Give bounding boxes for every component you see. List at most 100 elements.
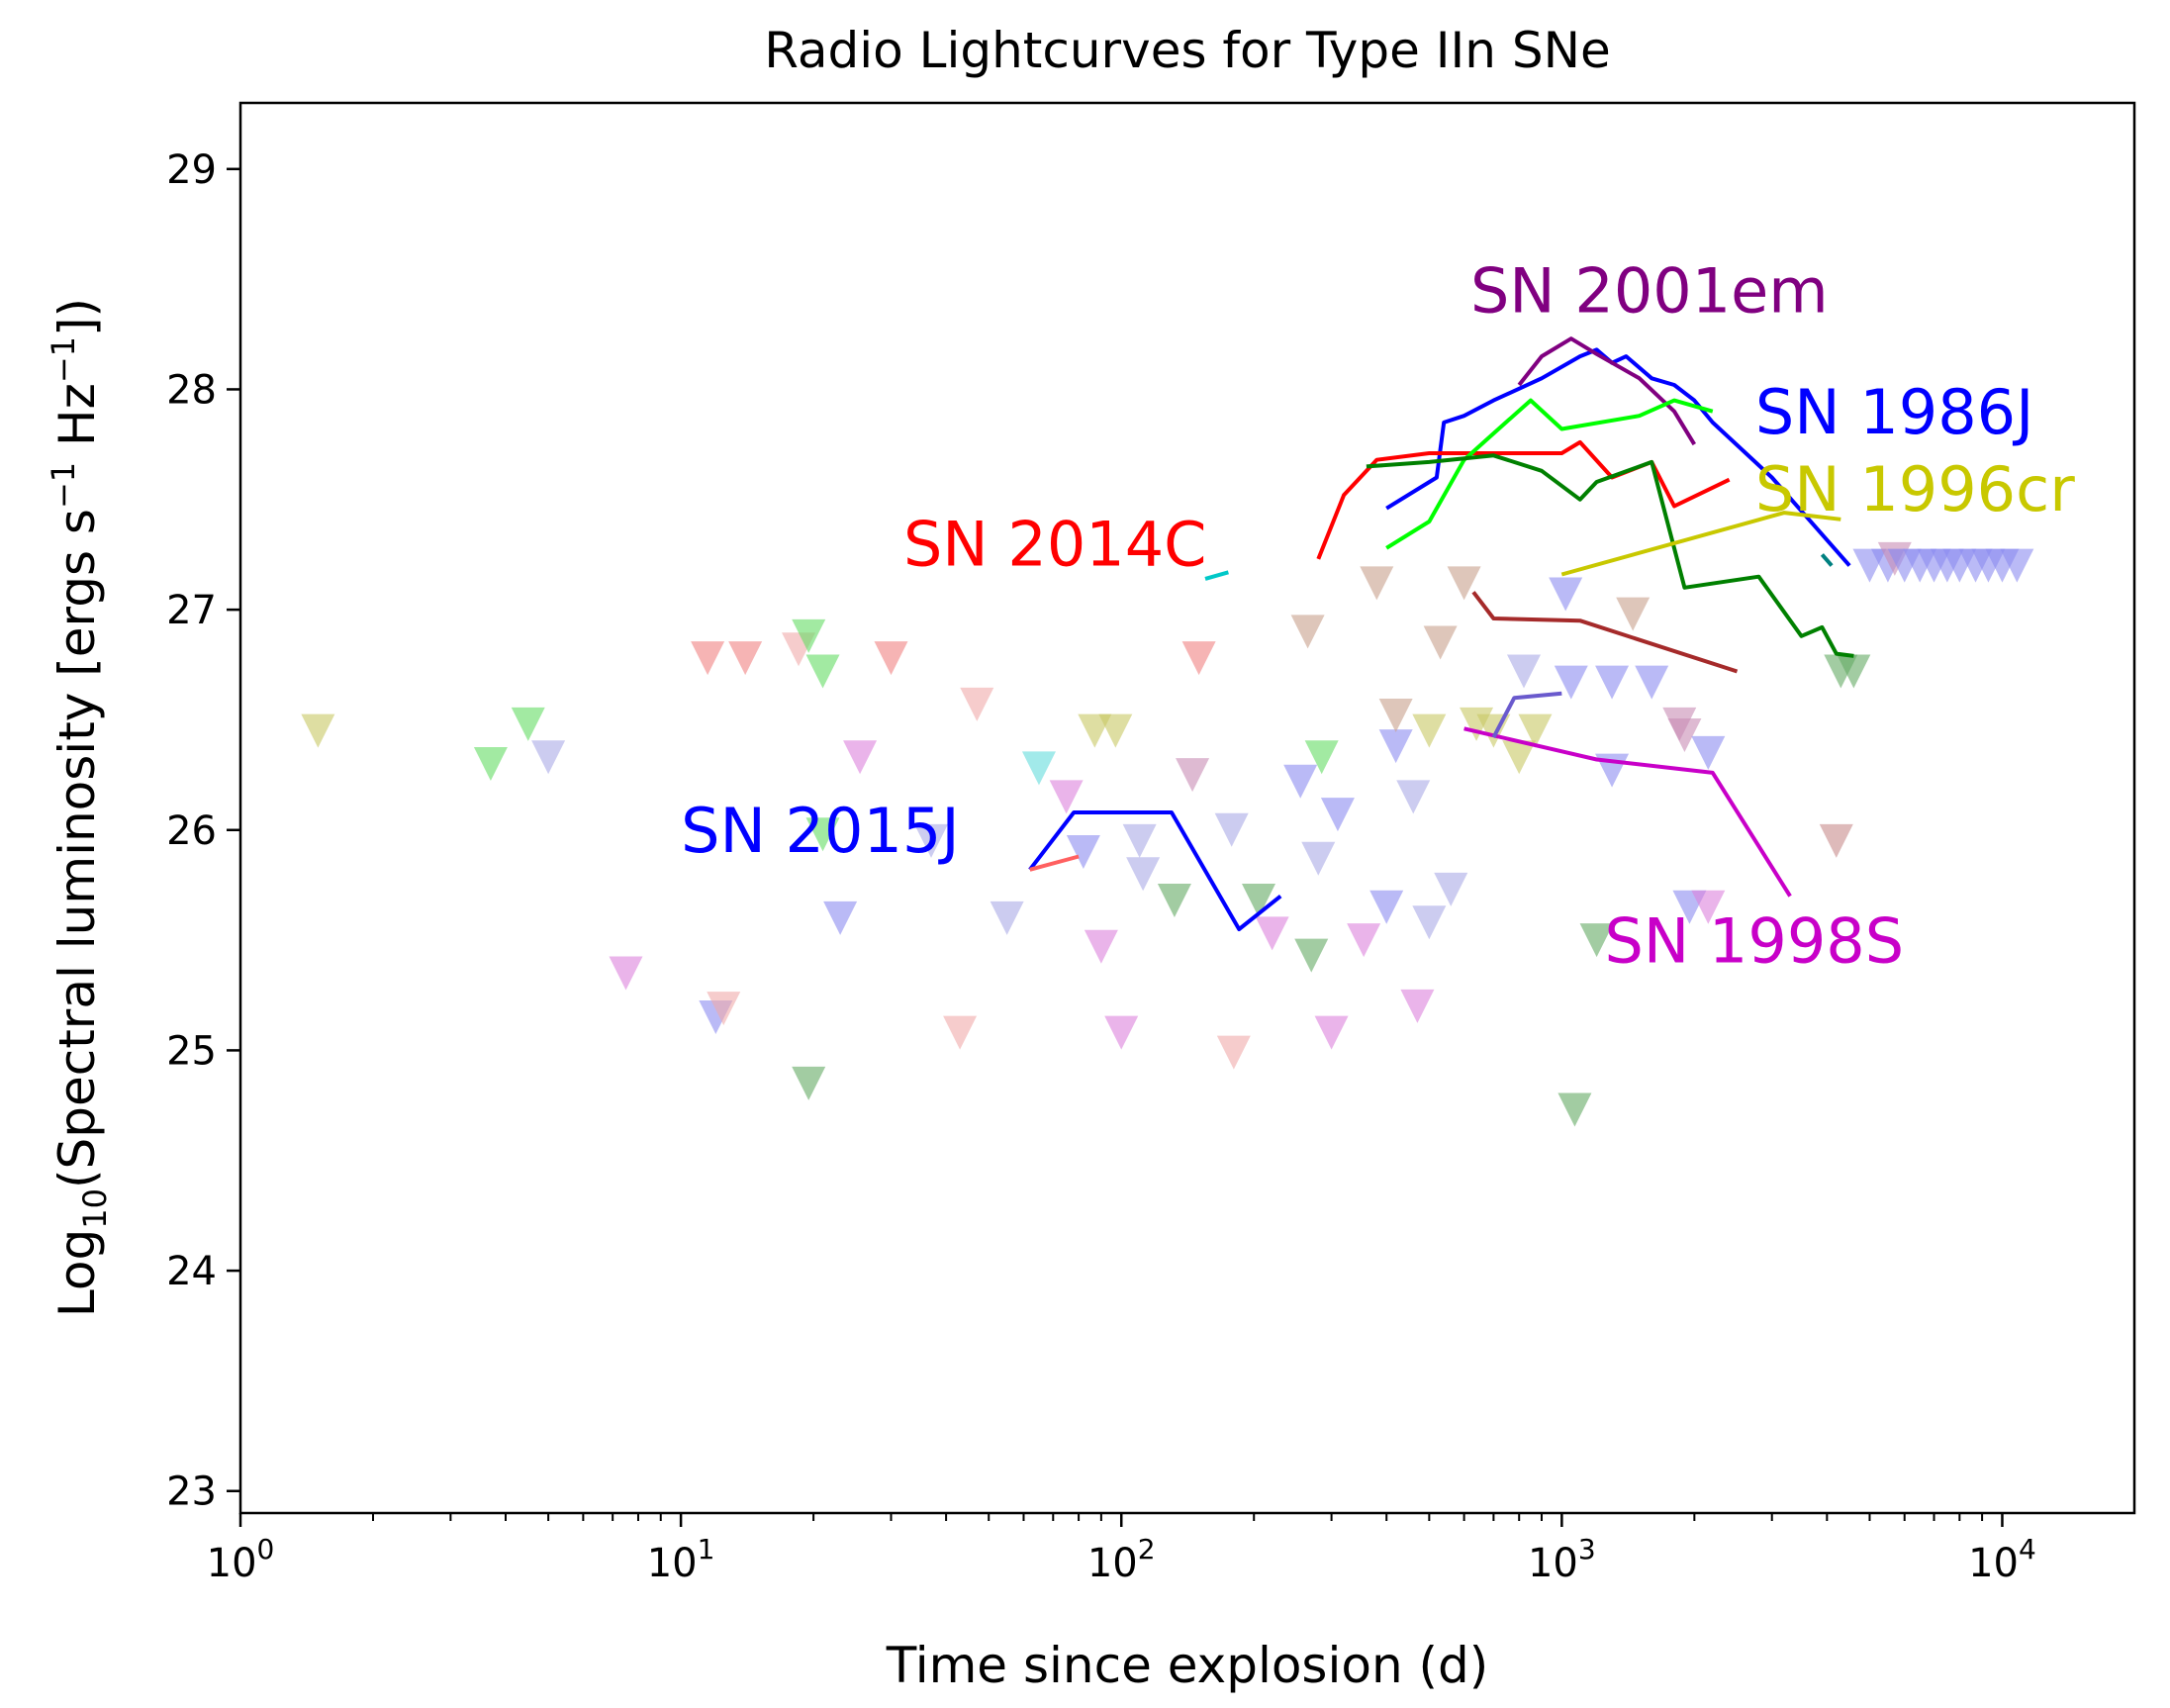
- series-line-sn-1998s: [1463, 726, 1792, 898]
- upper-limit-marker: [728, 641, 763, 676]
- upper-limits-layer: [301, 541, 2034, 1127]
- y-tick-label: 27: [166, 588, 217, 633]
- upper-limit-marker: [1283, 764, 1318, 799]
- x-axis-ticks: 100 101 102 103 104: [207, 1513, 2036, 1586]
- upper-limit-marker: [1320, 798, 1355, 832]
- series-line-sn-2014c: [1316, 439, 1731, 560]
- upper-limit-marker: [1819, 823, 1853, 858]
- series-line-cyan: [1204, 570, 1229, 581]
- series-line-sn-1996cr: [1560, 511, 1841, 577]
- upper-limit-marker: [1378, 729, 1413, 764]
- upper-limit-marker: [1294, 938, 1329, 973]
- chart-title: Radio Lightcurves for Type IIn SNe: [764, 22, 1611, 79]
- upper-limit-marker: [1241, 884, 1275, 918]
- upper-limit-marker: [1049, 780, 1084, 814]
- upper-limit-marker: [531, 740, 566, 775]
- y-label-log: Log: [48, 1229, 106, 1317]
- upper-limit-marker: [1122, 823, 1157, 858]
- y-tick-label: 25: [166, 1028, 217, 1074]
- upper-limit-marker: [1506, 654, 1541, 689]
- upper-limit-marker: [691, 641, 725, 676]
- upper-limit-marker: [943, 1015, 978, 1050]
- x-tick-label: 104: [1968, 1533, 2036, 1586]
- upper-limit-marker: [1216, 1035, 1251, 1070]
- x-tick-label: 102: [1087, 1533, 1156, 1586]
- y-axis-ticks: 23 24 25 26 27 28 29: [166, 147, 240, 1515]
- upper-limit-marker: [1502, 740, 1537, 775]
- upper-limit-marker: [1214, 812, 1249, 847]
- upper-limit-marker: [707, 992, 741, 1026]
- series-line-teal: [1820, 553, 1834, 567]
- x-tick-label: 100: [207, 1533, 275, 1586]
- upper-limit-marker: [1301, 841, 1336, 876]
- series-line-sn-2015j: [1028, 810, 1282, 931]
- upper-limit-marker: [1554, 665, 1588, 700]
- y-label-sub: 10: [76, 1188, 114, 1229]
- upper-limit-marker: [960, 687, 994, 721]
- series-line-slate: [1491, 691, 1562, 739]
- annotation-sn-1998s: SN 1998S: [1604, 904, 1904, 977]
- series-line-sn-2001em: [1517, 336, 1697, 446]
- upper-limit-marker: [1176, 758, 1210, 793]
- series-line-bright-green: [1385, 398, 1714, 550]
- upper-limit-marker: [1126, 857, 1161, 892]
- upper-limit-marker: [473, 746, 508, 781]
- y-label-main: (Spectral luminosity [ergs s: [48, 509, 106, 1188]
- upper-limit-marker: [914, 823, 949, 858]
- upper-limit-marker: [1098, 713, 1133, 748]
- upper-limit-marker: [843, 740, 878, 775]
- upper-limit-marker: [1104, 1015, 1139, 1050]
- annotation-sn-1996cr: SN 1996cr: [1755, 453, 2075, 525]
- y-label-exp1: −1: [45, 462, 82, 509]
- x-axis-label: Time since explosion (d): [886, 1637, 1489, 1694]
- upper-limit-marker: [1304, 740, 1339, 775]
- y-label-hz: Hz: [48, 383, 106, 462]
- x-tick-label: 103: [1528, 1533, 1596, 1586]
- plot-frame: [238, 101, 2136, 1515]
- series-line-brown: [1471, 591, 1739, 674]
- y-axis-label: Log10(Spectral luminosity [ergs s−1 Hz−1…: [45, 298, 114, 1317]
- upper-limit-marker: [874, 641, 908, 676]
- upper-limit-marker: [1157, 884, 1191, 918]
- upper-limit-marker: [1255, 916, 1289, 951]
- upper-limit-marker: [1066, 835, 1100, 870]
- upper-limit-marker: [792, 1066, 826, 1100]
- upper-limit-marker: [1595, 665, 1630, 700]
- upper-limit-marker: [1314, 1015, 1349, 1050]
- y-tick-label: 28: [166, 367, 217, 413]
- upper-limit-marker: [1181, 641, 1216, 676]
- upper-limit-marker: [1579, 923, 1614, 958]
- upper-limit-marker: [1549, 577, 1583, 612]
- y-tick-label: 24: [166, 1249, 217, 1294]
- upper-limit-marker: [1423, 625, 1458, 660]
- upper-limit-marker: [1447, 566, 1481, 601]
- annotation-sn-2014c: SN 2014C: [903, 509, 1207, 581]
- y-label-exp2: −1: [45, 336, 82, 383]
- upper-limit-marker: [805, 654, 840, 689]
- upper-limit-marker: [1021, 751, 1056, 786]
- upper-limit-marker: [1557, 1092, 1592, 1127]
- upper-limit-marker: [1635, 665, 1669, 700]
- upper-limit-marker: [1084, 929, 1118, 964]
- upper-limit-marker: [609, 956, 643, 991]
- upper-limit-marker: [1347, 923, 1381, 958]
- x-tick-label: 101: [647, 1533, 715, 1586]
- upper-limit-marker: [1400, 989, 1435, 1023]
- y-tick-label: 29: [166, 147, 217, 193]
- series-line-light-red: [1029, 854, 1080, 872]
- y-tick-label: 23: [166, 1470, 217, 1515]
- upper-limit-marker: [1667, 718, 1702, 753]
- annotation-sn-2001em: SN 2001em: [1470, 255, 1829, 328]
- upper-limit-marker: [1412, 713, 1447, 748]
- upper-limit-marker: [1518, 713, 1553, 748]
- lightcurves-layer: [1028, 336, 1854, 931]
- annotation-sn-1986j: SN 1986J: [1755, 376, 2034, 448]
- y-label-end: ]): [48, 298, 106, 336]
- upper-limit-marker: [1691, 735, 1726, 770]
- upper-limit-marker: [1837, 654, 1871, 689]
- upper-limit-marker: [2000, 548, 2034, 583]
- upper-limit-marker: [1691, 890, 1726, 924]
